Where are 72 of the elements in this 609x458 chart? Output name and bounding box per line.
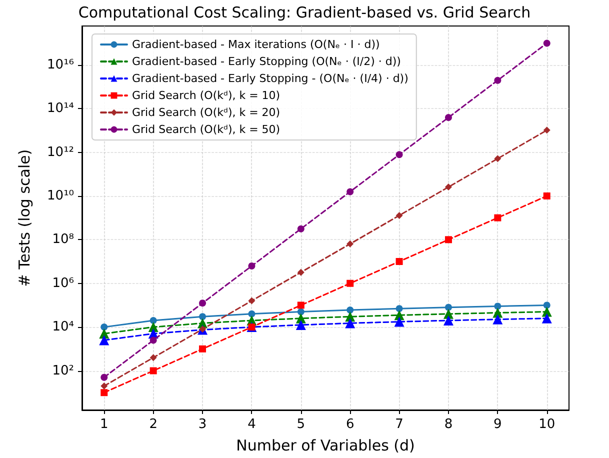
y-tick-label: 10¹²: [47, 144, 74, 160]
legend-label: Gradient-based - Early Stopping (O(Nₑ · (I/2) · d)): [132, 55, 401, 68]
point: [492, 314, 503, 324]
point: [494, 214, 502, 222]
x-tick-label: 2: [149, 417, 158, 432]
point: [199, 313, 206, 320]
point: [494, 302, 502, 310]
point: [100, 389, 108, 396]
point: [99, 335, 110, 346]
point: [444, 304, 452, 311]
x-tick-label: 10: [538, 417, 556, 432]
point: [396, 151, 403, 158]
point: [248, 310, 256, 318]
point: [296, 320, 306, 330]
x-tick-label: 1: [100, 417, 108, 432]
point: [100, 374, 108, 381]
point: [494, 76, 502, 84]
legend-label: Grid Search (O(kᵈ), k = 20): [132, 106, 280, 119]
y-tick-label: 10¹⁰: [47, 188, 74, 204]
x-axis-title: Number of Variables (d): [236, 436, 415, 454]
point: [346, 188, 354, 196]
x-tick-label: 7: [395, 417, 404, 432]
point: [396, 212, 403, 219]
point: [396, 258, 403, 266]
point: [199, 345, 206, 352]
y-tick-label: 10²: [52, 363, 74, 378]
point: [443, 315, 454, 326]
point: [543, 40, 550, 47]
y-tick-label: 10¹⁶: [47, 57, 74, 72]
y-tick-label: 10⁴: [52, 320, 74, 335]
point: [150, 367, 157, 374]
legend-label: Grid Search (O(kᵈ), k = 50): [132, 123, 280, 136]
point: [248, 297, 256, 304]
point: [346, 240, 354, 248]
y-tick-label: 10¹⁴: [47, 101, 74, 116]
x-tick-label: 9: [494, 417, 502, 432]
legend-label: Gradient-based - Early Stopping - (O(Nₑ · (I/4) · d)): [132, 72, 408, 85]
point: [297, 302, 304, 309]
point: [543, 126, 550, 134]
x-tick-label: 3: [198, 417, 207, 432]
point: [297, 268, 304, 276]
point: [444, 184, 452, 191]
point: [199, 300, 206, 307]
point: [150, 354, 157, 362]
legend-label: Grid Search (O(kᵈ), k = 10): [132, 89, 280, 102]
point: [494, 155, 502, 162]
y-tick-label: 10⁸: [52, 232, 74, 248]
point: [396, 305, 403, 312]
y-axis-title: # Tests (log scale): [16, 149, 34, 287]
point: [150, 316, 157, 324]
point: [297, 225, 304, 232]
chart-title: Computational Cost Scaling: Gradient-based vs. Grid Search: [78, 4, 531, 22]
x-tick-label: 6: [346, 417, 354, 432]
point: [100, 324, 108, 331]
point: [444, 236, 452, 244]
legend-label: Gradient-based - Max iterations (O(Nₑ · I · d)): [132, 38, 380, 51]
y-tick-label: 10⁶: [52, 276, 74, 291]
point: [394, 316, 404, 327]
x-tick-label: 8: [444, 417, 453, 432]
x-tick-label: 5: [296, 417, 306, 432]
point: [542, 313, 552, 324]
x-tick-label: 4: [248, 417, 256, 432]
point: [346, 306, 354, 314]
point: [100, 382, 108, 390]
point: [297, 308, 304, 316]
point: [248, 262, 256, 270]
point: [345, 318, 356, 328]
point: [346, 280, 354, 287]
point: [543, 192, 550, 200]
point: [543, 302, 550, 309]
point: [150, 336, 157, 344]
point: [444, 114, 452, 121]
